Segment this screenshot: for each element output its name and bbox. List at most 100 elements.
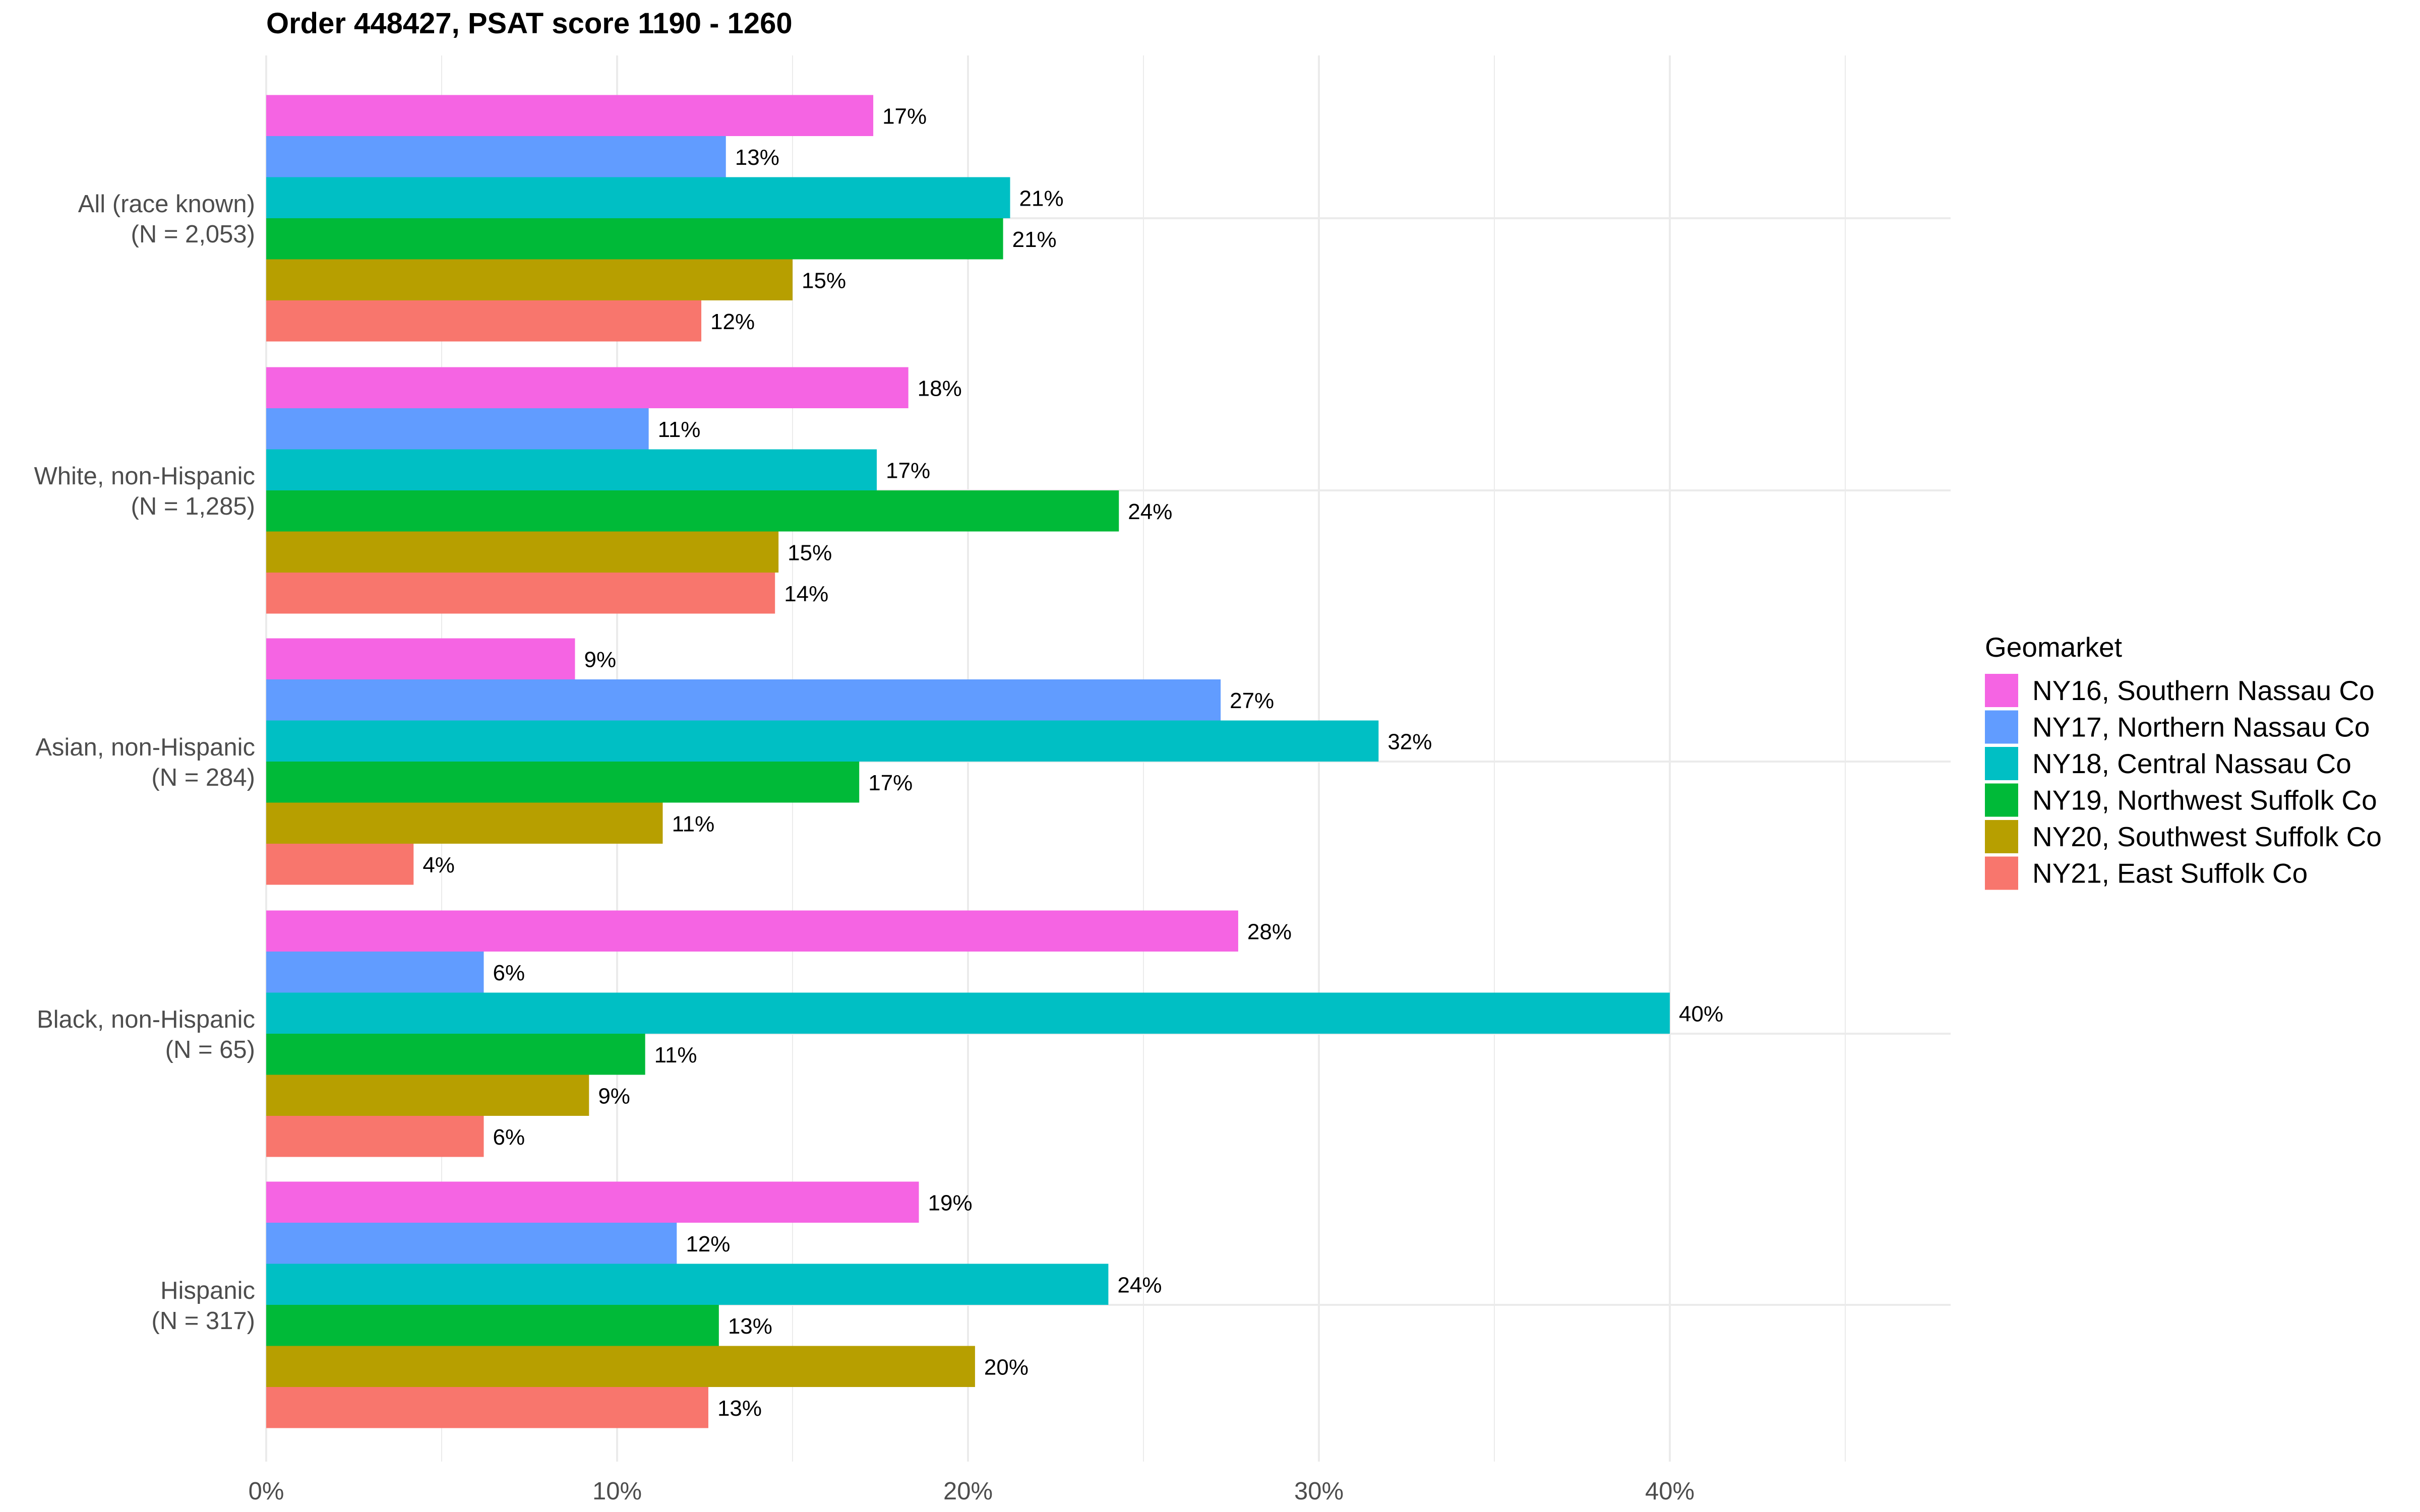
bar-value-label: 17% [886,458,930,483]
bar [266,1387,708,1428]
y-axis-label: Hispanic (N = 317) [151,1277,255,1335]
bar-value-label: 21% [1012,227,1057,252]
bar-value-label: 11% [654,1043,697,1067]
x-axis-labels: 0% 10% 20% 30% 40% [249,1478,1695,1505]
legend-swatch [1985,674,2018,707]
bar-value-label: 24% [1117,1273,1162,1297]
bar [266,992,1670,1034]
bar-value-label: 6% [493,1125,525,1150]
bar-value-label: 4% [422,853,455,877]
y-axis-label: All (race known) (N = 2,053) [78,191,255,248]
y-axis-label: White, non-Hispanic (N = 1,285) [34,463,255,520]
bar [266,218,1003,260]
bar-value-label: 40% [1679,1001,1723,1026]
legend-item: NY19, Northwest Suffolk Co [1985,783,2377,817]
x-axis-tick-label: 10% [592,1478,642,1505]
x-axis-tick-label: 20% [943,1478,993,1505]
legend-label: NY17, Northern Nassau Co [2032,712,2370,743]
legend-label: NY21, East Suffolk Co [2032,858,2308,889]
bar [266,1075,589,1116]
bar [266,1264,1109,1305]
y-axis-label-line: (N = 284) [151,764,255,791]
x-axis-tick-label: 40% [1645,1478,1695,1505]
bar [266,490,1119,532]
bar-value-label: 9% [598,1084,630,1108]
legend-swatch [1985,710,2018,744]
bar [266,449,877,490]
bar-value-label: 13% [717,1396,762,1421]
bar-value-label: 11% [658,417,701,442]
legend-item: NY16, Southern Nassau Co [1985,674,2375,707]
bar-value-label: 17% [868,771,913,795]
bar-labels: 17% 13% 21% 21% 15% 12% 18% 11% 17% 24% 15% 14% 9% 27… [422,104,1723,1421]
bar-value-label: 12% [686,1232,730,1256]
bar [266,802,663,844]
bar-value-label: 9% [584,647,616,672]
bar [266,408,649,450]
bar [266,762,860,803]
bar-value-label: 13% [728,1314,772,1339]
legend-label: NY20, Southwest Suffolk Co [2032,821,2382,852]
bar-value-label: 15% [788,540,832,565]
y-axis-label: Asian, non-Hispanic (N = 284) [35,734,255,791]
legend-swatch [1985,856,2018,890]
bar [266,531,779,573]
bar [266,1305,719,1346]
bar [266,573,775,614]
bar [266,844,414,885]
legend: Geomarket NY16, Southern Nassau Co NY17, … [1985,632,2382,890]
legend-items: NY16, Southern Nassau Co NY17, Northern N… [1985,674,2382,890]
y-axis-label-line: (N = 2,053) [131,221,255,248]
bar [266,1181,919,1223]
legend-swatch [1985,820,2018,853]
y-axis-label-line: Hispanic [160,1277,255,1304]
bar [266,952,484,993]
bar-value-label: 11% [672,811,714,836]
y-axis-label: Black, non-Hispanic (N = 65) [37,1006,255,1063]
bar-value-label: 28% [1247,919,1292,944]
bar [266,910,1238,952]
bar-value-label: 24% [1128,499,1172,524]
legend-item: NY17, Northern Nassau Co [1985,710,2370,744]
y-axis-label-line: (N = 1,285) [131,493,255,520]
bar-value-label: 27% [1230,688,1274,713]
bar [266,720,1379,762]
bar-value-label: 21% [1019,186,1064,211]
bar-value-label: 20% [984,1355,1028,1379]
bar-value-label: 19% [928,1190,973,1215]
legend-item: NY18, Central Nassau Co [1985,747,2351,780]
bar [266,1223,677,1264]
bar [266,95,874,136]
bar [266,177,1010,218]
legend-item: NY21, East Suffolk Co [1985,856,2308,890]
y-axis-label-line: Asian, non-Hispanic [35,734,255,761]
x-axis-tick-label: 30% [1294,1478,1344,1505]
legend-label: NY19, Northwest Suffolk Co [2032,785,2377,816]
chart-title: Order 448427, PSAT score 1190 - 1260 [266,7,793,40]
legend-label: NY16, Southern Nassau Co [2032,675,2375,706]
bar-value-label: 13% [735,145,779,170]
bar [266,679,1221,721]
legend-swatch [1985,783,2018,817]
bar [266,136,726,177]
y-axis-label-line: All (race known) [78,191,255,218]
y-axis-label-line: (N = 65) [165,1036,255,1063]
y-axis-label-line: White, non-Hispanic [34,463,255,490]
bar-value-label: 32% [1387,729,1432,754]
bar-value-label: 17% [882,104,927,129]
x-axis-tick-label: 0% [249,1478,284,1505]
bar-value-label: 12% [710,309,755,334]
bar-value-label: 15% [802,268,846,293]
bar-value-label: 18% [918,376,962,401]
y-axis-label-line: Black, non-Hispanic [37,1006,255,1033]
legend-label: NY18, Central Nassau Co [2032,748,2351,779]
bar [266,1034,645,1075]
legend-swatch [1985,747,2018,780]
bar [266,367,909,408]
bar-value-label: 14% [784,582,828,606]
bar [266,259,793,300]
legend-title: Geomarket [1985,632,2122,663]
y-axis-labels: All (race known) (N = 2,053) White, non-Hi… [34,191,255,1335]
bar [266,300,702,342]
